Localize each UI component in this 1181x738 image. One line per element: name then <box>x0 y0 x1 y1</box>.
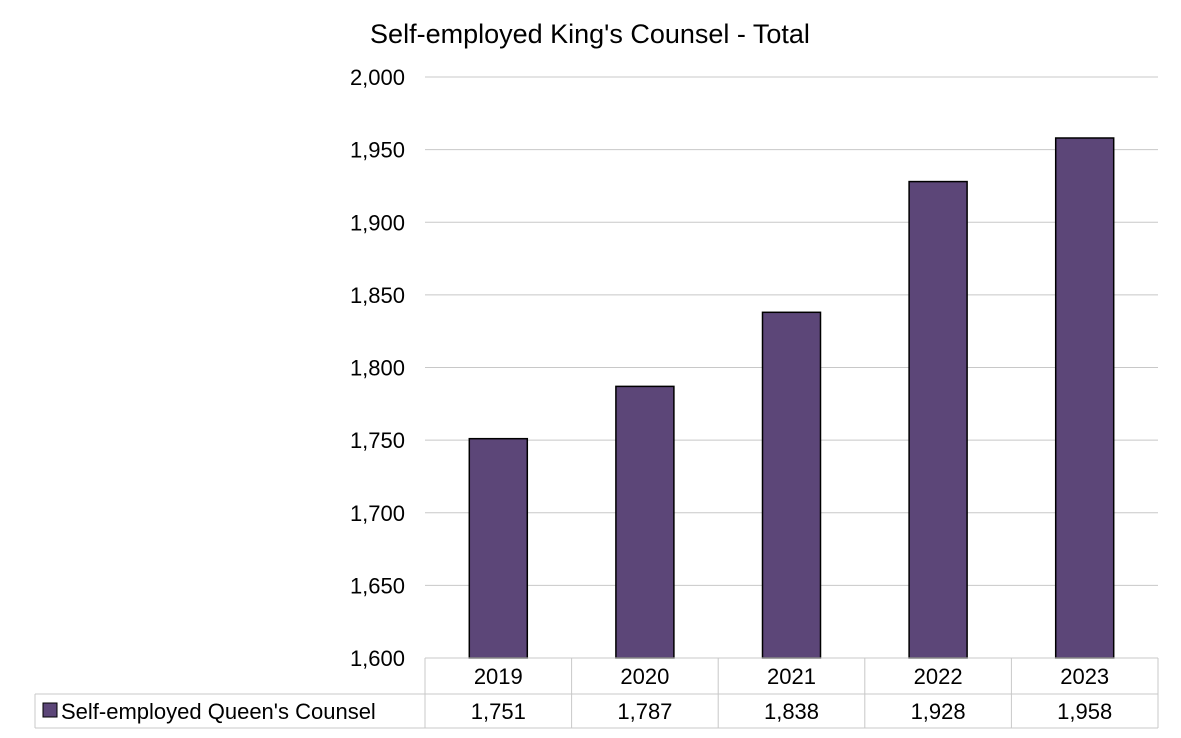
data-label: 1,751 <box>471 699 526 724</box>
bar-2021 <box>761 311 822 659</box>
y-tick-label: 1,650 <box>350 573 405 598</box>
y-tick-label: 1,850 <box>350 283 405 308</box>
bars <box>468 137 1115 659</box>
y-axis: 1,600 1,650 1,700 1,750 1,800 1,850 1,900 1,950… <box>350 65 405 671</box>
x-tick-label: 2019 <box>474 664 523 689</box>
data-table: 2019 1,751 2020 1,787 2021 1,838 2022 1,928 2023… <box>34 657 1159 729</box>
data-label: 1,958 <box>1057 699 1112 724</box>
y-tick-label: 1,900 <box>350 210 405 235</box>
data-label: 1,928 <box>911 699 966 724</box>
legend-swatch <box>42 702 58 718</box>
x-tick-label: 2021 <box>767 664 816 689</box>
y-tick-label: 1,750 <box>350 428 405 453</box>
legend-label: Self-employed Queen's Counsel <box>61 699 376 724</box>
y-tick-label: 1,950 <box>350 138 405 163</box>
bar-2022 <box>908 180 968 659</box>
data-label: 1,838 <box>764 699 819 724</box>
bar-2020 <box>615 385 675 659</box>
x-tick-label: 2023 <box>1060 664 1109 689</box>
y-tick-label: 1,600 <box>350 646 405 671</box>
x-tick-label: 2022 <box>914 664 963 689</box>
y-tick-label: 2,000 <box>350 65 405 90</box>
bar-2019 <box>468 437 529 659</box>
x-tick-label: 2020 <box>620 664 669 689</box>
y-tick-label: 1,800 <box>350 356 405 381</box>
y-tick-label: 1,700 <box>350 501 405 526</box>
data-label: 1,787 <box>617 699 672 724</box>
chart-title: Self-employed King's Counsel - Total <box>370 19 810 49</box>
bar-2023 <box>1054 137 1115 659</box>
